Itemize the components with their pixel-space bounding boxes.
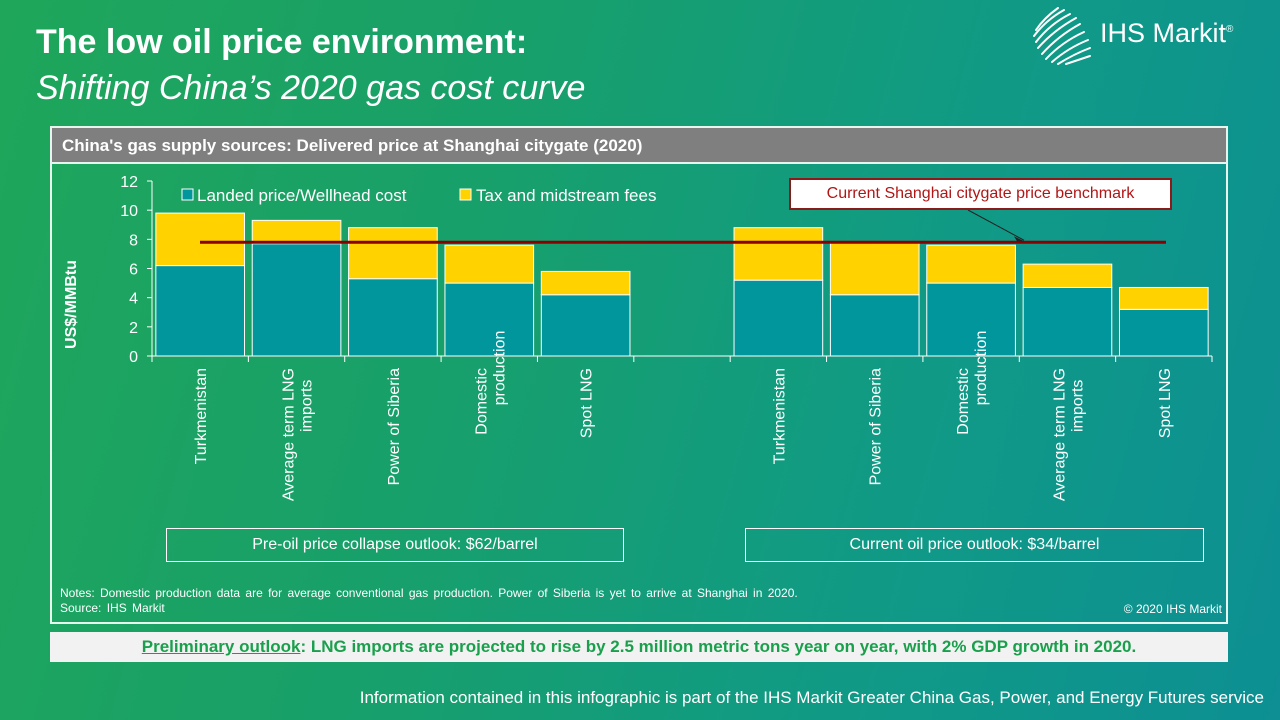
- bar-tax: [444, 244, 535, 284]
- x-category-label: Spot LNG: [579, 368, 596, 438]
- x-category-label: Average term LNGimports: [1051, 368, 1086, 501]
- copyright-text: © 2020 IHS Markit: [1123, 602, 1222, 616]
- logo-wordmark: IHS Markit®: [1100, 18, 1234, 48]
- x-category-label: Spot LNG: [1157, 368, 1174, 438]
- notes-text: Notes: Domestic production data are for …: [60, 586, 798, 600]
- sunburst-logo-icon: [1033, 7, 1091, 65]
- bar-tax: [251, 219, 342, 245]
- preliminary-outlook-text: : LNG imports are projected to rise by 2…: [300, 637, 1137, 656]
- slide-subtitle: Shifting China’s 2020 gas cost curve: [36, 69, 586, 107]
- x-category-label: Power of Siberia: [868, 368, 885, 485]
- y-tick-label: 12: [120, 174, 138, 191]
- scenario-label-current: Current oil price outlook: $34/barrel: [745, 528, 1204, 562]
- y-tick-label: 0: [129, 349, 138, 366]
- chart-panel: China's gas supply sources: Delivered pr…: [50, 126, 1228, 624]
- bar-landed: [251, 243, 342, 357]
- bar-landed: [540, 294, 631, 357]
- legend-swatch-tax: [459, 188, 472, 201]
- y-tick-label: 2: [129, 320, 138, 337]
- x-category-label: Turkmenistan: [771, 368, 788, 464]
- bar-tax: [926, 244, 1016, 284]
- preliminary-outlook-lead: Preliminary outlook: [141, 637, 301, 656]
- bar-tax: [733, 227, 824, 281]
- benchmark-callout: Current Shanghai citygate price benchmar…: [789, 178, 1172, 210]
- y-tick-label: 10: [120, 203, 138, 220]
- bar-tax: [348, 227, 438, 280]
- company-logo: IHS Markit®: [1030, 4, 1270, 68]
- bar-tax: [1118, 286, 1209, 310]
- scenario-label-pre-collapse: Pre-oil price collapse outlook: $62/barr…: [166, 528, 624, 562]
- chart-notes: Notes: Domestic production data are for …: [60, 586, 798, 616]
- y-axis-title: US$/MMBtu: [63, 260, 80, 349]
- bar-landed: [348, 278, 438, 357]
- bar-landed: [444, 282, 535, 357]
- bar-landed: [1022, 286, 1113, 357]
- service-disclaimer: Information contained in this infographi…: [359, 688, 1264, 707]
- benchmark-arrowhead-icon: [1014, 236, 1024, 242]
- preliminary-outlook-bar: Preliminary outlook: LNG imports are pro…: [50, 632, 1228, 662]
- x-category-label: Domesticproduction: [955, 331, 990, 435]
- bar-landed: [155, 265, 246, 357]
- bar-tax: [1022, 263, 1113, 288]
- bar-tax: [829, 241, 920, 296]
- source-text: Source: IHS Markit: [60, 601, 165, 615]
- legend-label-landed: Landed price/Wellhead cost: [197, 186, 407, 205]
- bar-landed: [926, 282, 1016, 357]
- y-tick-label: 6: [129, 262, 138, 279]
- x-category-label: Power of Siberia: [386, 368, 403, 485]
- bar-landed: [829, 294, 920, 357]
- x-category-label: Average term LNGimports: [281, 368, 316, 501]
- y-tick-label: 4: [129, 291, 138, 308]
- legend-swatch-landed: [181, 188, 194, 201]
- x-category-label: Domesticproduction: [473, 331, 508, 435]
- legend-label-tax: Tax and midstream fees: [476, 186, 656, 205]
- x-category-label: Turkmenistan: [193, 368, 210, 464]
- y-tick-label: 8: [129, 232, 138, 249]
- slide-title: The low oil price environment:: [36, 23, 528, 61]
- chart-panel-header: China's gas supply sources: Delivered pr…: [52, 128, 1226, 164]
- bar-landed: [1118, 308, 1209, 357]
- bar-tax: [155, 212, 246, 267]
- benchmark-callout-pointer: [967, 209, 1025, 241]
- bar-tax: [540, 270, 631, 296]
- bar-landed: [733, 279, 824, 357]
